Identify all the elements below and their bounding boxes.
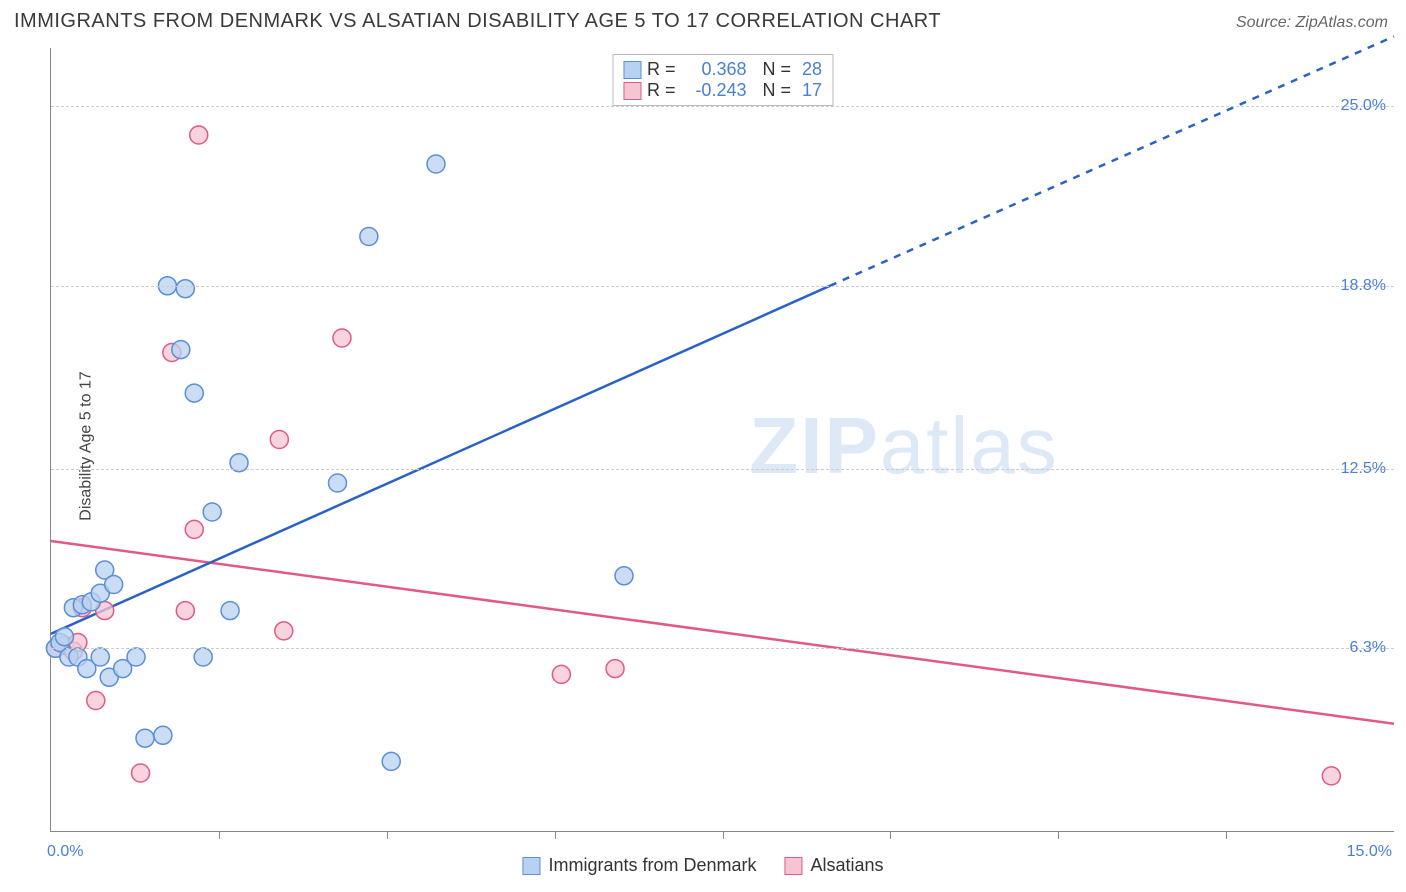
data-point xyxy=(87,692,105,710)
data-point xyxy=(270,431,288,449)
stat-n-blue: 28 xyxy=(802,59,822,80)
data-point xyxy=(91,648,109,666)
data-point xyxy=(172,341,190,359)
x-tick xyxy=(890,831,891,839)
data-point xyxy=(606,660,624,678)
data-point xyxy=(275,622,293,640)
data-point xyxy=(382,752,400,770)
legend-label-blue: Immigrants from Denmark xyxy=(548,855,756,876)
legend-bottom: Immigrants from Denmark Alsatians xyxy=(522,855,883,876)
gridline xyxy=(51,469,1394,470)
stat-n-label: N = xyxy=(752,59,796,80)
legend-swatch-blue-icon xyxy=(522,857,540,875)
data-point xyxy=(552,665,570,683)
x-tick xyxy=(723,831,724,839)
stats-row-blue: R = 0.368 N = 28 xyxy=(623,59,822,80)
y-tick-label: 12.5% xyxy=(1341,460,1386,478)
data-point xyxy=(185,520,203,538)
data-point xyxy=(360,228,378,246)
x-min-label: 0.0% xyxy=(47,843,83,861)
data-point xyxy=(329,474,347,492)
chart-title: IMMIGRANTS FROM DENMARK VS ALSATIAN DISA… xyxy=(14,10,941,33)
stats-row-pink: R = -0.243 N = 17 xyxy=(623,80,822,101)
stat-r-blue: 0.368 xyxy=(686,59,746,80)
gridline xyxy=(51,106,1394,107)
trend-line xyxy=(51,286,830,634)
data-point xyxy=(203,503,221,521)
source-attribution: Source: ZipAtlas.com xyxy=(1236,14,1388,32)
data-point xyxy=(221,602,239,620)
data-point xyxy=(55,628,73,646)
x-tick xyxy=(1226,831,1227,839)
swatch-blue-icon xyxy=(623,61,641,79)
x-max-label: 15.0% xyxy=(1347,843,1392,861)
data-point xyxy=(427,155,445,173)
legend-label-pink: Alsatians xyxy=(811,855,884,876)
data-point xyxy=(127,648,145,666)
data-point xyxy=(190,126,208,144)
y-tick-label: 6.3% xyxy=(1350,639,1386,657)
data-point xyxy=(333,329,351,347)
stat-n-pink: 17 xyxy=(802,80,822,101)
stat-r-label: R = xyxy=(647,80,681,101)
data-point xyxy=(185,384,203,402)
trend-line xyxy=(51,541,1394,724)
gridline xyxy=(51,648,1394,649)
data-point xyxy=(154,726,172,744)
x-tick xyxy=(219,831,220,839)
x-tick xyxy=(555,831,556,839)
data-point xyxy=(132,764,150,782)
stats-legend-box: R = 0.368 N = 28 R = -0.243 N = 17 xyxy=(612,54,833,106)
swatch-pink-icon xyxy=(623,82,641,100)
x-tick xyxy=(387,831,388,839)
y-tick-label: 18.8% xyxy=(1341,277,1386,295)
data-point xyxy=(105,576,123,594)
data-point xyxy=(1322,767,1340,785)
chart-plot-area: ZIPatlas R = 0.368 N = 28 R = -0.243 N =… xyxy=(50,48,1394,832)
legend-swatch-pink-icon xyxy=(785,857,803,875)
x-tick xyxy=(1058,831,1059,839)
legend-item-blue: Immigrants from Denmark xyxy=(522,855,756,876)
data-point xyxy=(615,567,633,585)
legend-item-pink: Alsatians xyxy=(785,855,884,876)
stat-r-label: R = xyxy=(647,59,681,80)
gridline xyxy=(51,286,1394,287)
data-point xyxy=(136,729,154,747)
data-point xyxy=(194,648,212,666)
stat-r-pink: -0.243 xyxy=(686,80,746,101)
data-point xyxy=(176,280,194,298)
plot-svg xyxy=(51,48,1394,831)
y-tick-label: 25.0% xyxy=(1341,97,1386,115)
stat-n-label: N = xyxy=(752,80,796,101)
data-point xyxy=(176,602,194,620)
trend-line xyxy=(830,36,1394,285)
